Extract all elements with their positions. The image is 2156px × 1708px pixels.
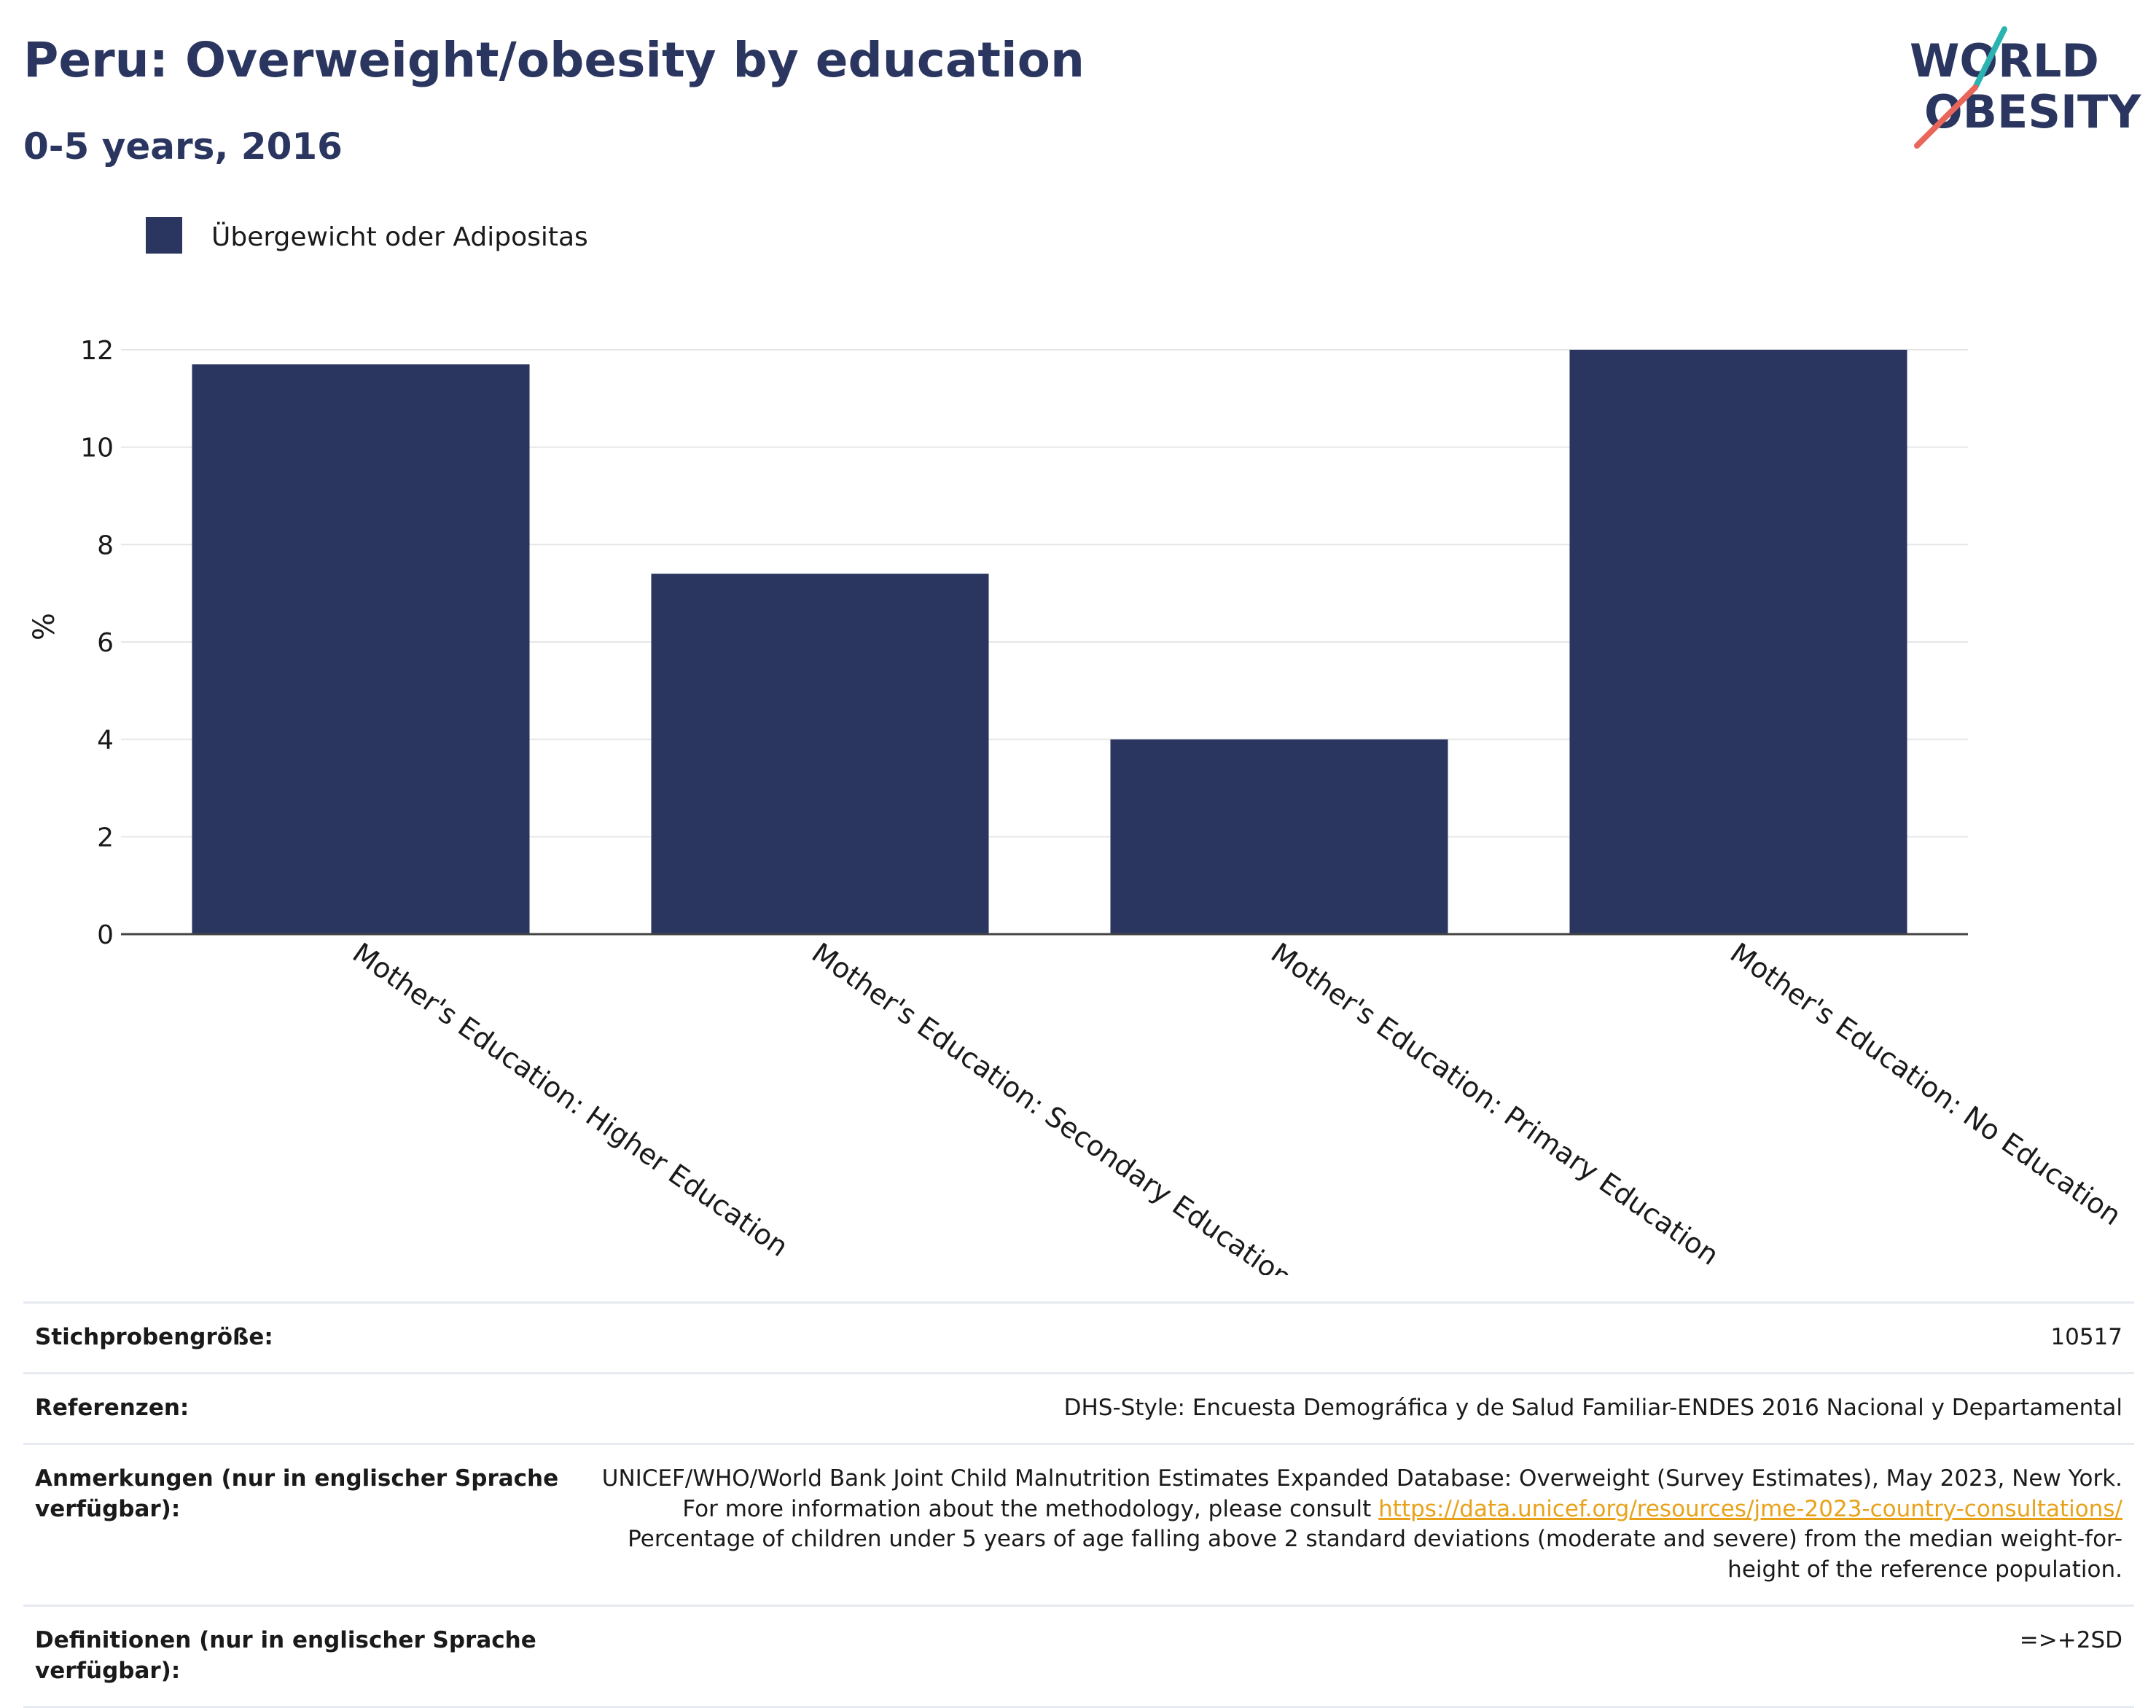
definitions-label: Definitionen (nur in englischer Sprache …	[23, 1605, 571, 1708]
y-tick-label: 6	[97, 628, 114, 658]
world-obesity-logo: WORLD OBESITY	[1910, 26, 2141, 149]
logo-line-2: OBESITY	[1924, 85, 2141, 138]
y-tick-label: 4	[97, 726, 114, 756]
logo-slash-coral	[1914, 85, 1978, 149]
bars	[192, 350, 1907, 934]
y-tick-label: 12	[80, 336, 114, 366]
y-tick-labels: 0 2 4 6 8 10 12	[80, 336, 114, 950]
notes-row: Anmerkungen (nur in englischer Sprache v…	[23, 1442, 2134, 1607]
sample-size-label: Stichprobengröße:	[23, 1301, 571, 1374]
sample-size-row: Stichprobengröße: 10517	[23, 1301, 2134, 1374]
definitions-value: =>+2SD	[571, 1605, 2134, 1708]
notes-text-2: Percentage of children under 5 years of …	[628, 1526, 2122, 1583]
bar[interactable]	[1110, 739, 1448, 934]
legend-label: Übergewicht oder Adipositas	[211, 222, 588, 252]
definitions-row: Definitionen (nur in englischer Sprache …	[23, 1605, 2134, 1708]
references-row: Referenzen: DHS-Style: Encuesta Demográf…	[23, 1371, 2134, 1445]
bar-chart: Übergewicht oder Adipositas % 024681012 …	[28, 217, 2127, 1275]
notes-text-1: UNICEF/WHO/World Bank Joint Child Malnut…	[601, 1465, 2122, 1522]
notes-label: Anmerkungen (nur in englischer Sprache v…	[23, 1442, 571, 1607]
y-tick-label: 2	[97, 823, 114, 853]
x-tick-label: Mother's Education: Secondary Education	[806, 936, 1298, 1275]
y-tick-label: 8	[97, 530, 114, 560]
references-value: DHS-Style: Encuesta Demográfica y de Sal…	[571, 1371, 2134, 1445]
x-tick-label: Mother's Education: Higher Education	[347, 936, 794, 1263]
notes-value: UNICEF/WHO/World Bank Joint Child Malnut…	[571, 1442, 2134, 1607]
x-tick-labels: Mother's Education: Higher Education Moth…	[347, 936, 2127, 1275]
y-tick-label: 10	[80, 434, 114, 463]
y-axis-title: %	[28, 613, 61, 640]
bar[interactable]	[1569, 350, 1907, 934]
x-tick-label: Mother's Education: No Education	[1725, 936, 2127, 1231]
legend-swatch	[146, 217, 182, 254]
x-tick-label: Mother's Education: Primary Education	[1265, 936, 1725, 1272]
logo-slash-teal	[1972, 26, 2007, 90]
sample-size-value: 10517	[571, 1301, 2134, 1374]
info-table: Stichprobengröße: 10517 Referenzen: DHS-…	[23, 1301, 2134, 1708]
bar[interactable]	[192, 364, 530, 934]
chart-title: Peru: Overweight/obesity by education	[23, 32, 1085, 88]
y-tick-label: 0	[97, 920, 114, 950]
logo-line-1: WORLD	[1910, 34, 2099, 87]
methodology-link[interactable]: https://data.unicef.org/resources/jme-20…	[1378, 1495, 2122, 1522]
bar[interactable]	[651, 573, 989, 934]
references-label: Referenzen:	[23, 1371, 571, 1445]
chart-subtitle: 0-5 years, 2016	[23, 125, 343, 168]
legend: Übergewicht oder Adipositas	[146, 217, 588, 254]
